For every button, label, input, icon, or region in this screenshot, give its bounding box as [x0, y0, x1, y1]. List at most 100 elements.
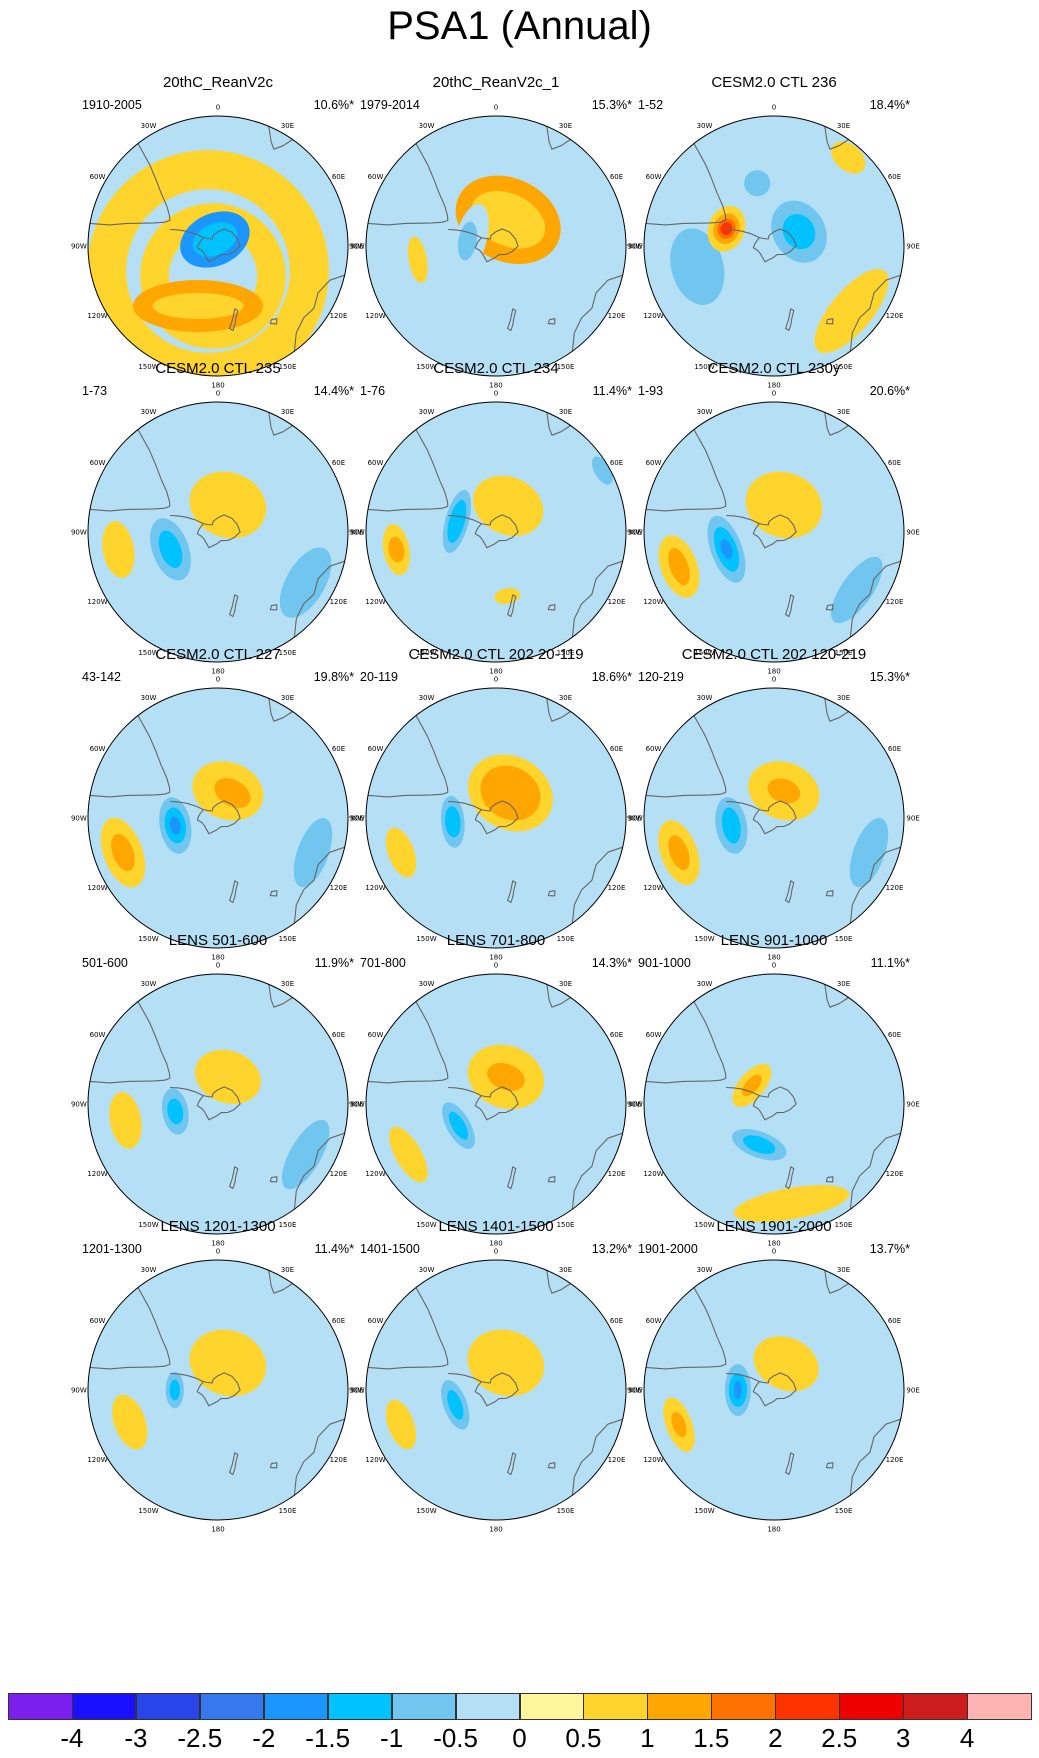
australia-coastline — [571, 560, 623, 638]
new-zealand-coastline — [229, 880, 239, 904]
new-zealand-coastline — [785, 1452, 795, 1476]
positive-anomaly — [473, 475, 544, 536]
longitude-label: 120W — [643, 1170, 663, 1178]
negative-anomaly — [508, 1435, 556, 1470]
longitude-label: 30E — [281, 694, 294, 702]
south-america-coastline — [89, 1287, 171, 1370]
antarctic-peninsula — [726, 514, 760, 525]
longitude-label: 90E — [628, 1101, 641, 1109]
variance-explained: 14.4%* — [313, 384, 354, 398]
longitude-label: 90W — [349, 529, 365, 537]
south-america-coastline — [89, 429, 171, 512]
variance-explained: 15.3%* — [869, 670, 910, 684]
longitude-label: 30E — [281, 1266, 294, 1274]
longitude-label: 90W — [627, 243, 643, 251]
longitude-label: 60E — [332, 1031, 345, 1039]
negative-anomaly — [734, 1380, 742, 1400]
polar-map: 0 30E 60E 90E 120E 150E 180 150W 120W 90W 60W 30W — [71, 103, 364, 389]
longitude-label: 30E — [559, 980, 572, 988]
longitude-label: 150W — [138, 649, 158, 657]
panel-title: 20thC_ReanV2c_1 — [432, 74, 560, 91]
colorbar-swatch — [71, 1693, 137, 1720]
longitude-label: 150E — [835, 649, 853, 657]
longitude-label: 60E — [610, 1317, 623, 1325]
south-america-coastline — [367, 143, 449, 226]
longitude-label: 150E — [557, 1221, 575, 1229]
colorbar-label: 3 — [895, 1723, 911, 1753]
longitude-label: 120E — [886, 312, 904, 320]
map-border — [87, 115, 349, 377]
polar-map: 0 30E 60E 90E 120E 150E 180 150W 120W 90W 60W 30W — [71, 675, 364, 962]
longitude-label: 60W — [90, 745, 106, 753]
panel-title: LENS 501-600 — [168, 932, 268, 949]
antarctica-coastline — [474, 800, 519, 835]
negative-anomaly — [492, 333, 556, 368]
positive-anomaly — [671, 1412, 687, 1438]
longitude-label: 150W — [416, 935, 436, 943]
map-panel: LENS 1401-1500 1401-1500 13.2%* 0 30E 60E 90E 1… — [346, 1218, 646, 1544]
negative-anomaly — [849, 817, 889, 888]
tasmania-coastline — [547, 1462, 556, 1469]
australia-coastline — [293, 1132, 345, 1210]
negative-anomaly — [720, 539, 733, 560]
negative-anomaly — [551, 829, 604, 901]
longitude-label: 30E — [559, 408, 572, 416]
colorbar-swatch — [519, 1693, 584, 1720]
variance-explained: 15.3%* — [591, 98, 632, 112]
positive-anomaly — [487, 1062, 525, 1091]
longitude-label: 30W — [419, 122, 435, 130]
colorbar-label: -1 — [380, 1723, 404, 1753]
longitude-label: 90W — [627, 529, 643, 537]
polar-map: 0 30E 60E 90E 120E 150E 180 150W 120W 90W 60W 30W — [349, 675, 642, 962]
longitude-label: 180 — [489, 954, 502, 962]
longitude-label: 30W — [697, 122, 713, 130]
longitude-label: 90W — [627, 1387, 643, 1395]
longitude-label: 180 — [211, 954, 224, 962]
tasmania-coastline — [269, 1176, 278, 1183]
longitude-label: 0 — [772, 675, 776, 683]
longitude-label: 90E — [628, 1387, 641, 1395]
australia-coastline — [571, 274, 623, 352]
polar-map: 0 30E 60E 90E 120E 150E 180 150W 120W 90W 60W 30W — [627, 1247, 920, 1533]
longitude-label: 180 — [489, 382, 502, 390]
antarctic-peninsula — [726, 1372, 760, 1383]
australia-coastline — [293, 846, 345, 924]
map-border — [643, 1259, 905, 1521]
longitude-label: 60W — [646, 1317, 662, 1325]
new-zealand-coastline — [507, 880, 517, 904]
longitude-label: 30W — [419, 980, 435, 988]
antarctic-peninsula — [726, 1086, 760, 1097]
longitude-label: 30W — [141, 122, 157, 130]
antarctica-coastline — [752, 228, 797, 263]
map-border — [643, 401, 905, 663]
antarctica-coastline — [196, 514, 241, 549]
longitude-label: 150W — [694, 649, 714, 657]
south-america-coastline — [367, 429, 449, 512]
new-zealand-coastline — [785, 308, 795, 332]
longitude-label: 60E — [610, 1031, 623, 1039]
map-border — [643, 687, 905, 949]
longitude-label: 90W — [71, 815, 87, 823]
longitude-label: 150W — [138, 363, 158, 371]
longitude-label: 90E — [350, 1101, 363, 1109]
colorbar-label: 2.5 — [821, 1723, 858, 1753]
longitude-label: 90E — [906, 1101, 919, 1109]
map-border — [365, 401, 627, 663]
variance-explained: 11.1%* — [870, 956, 910, 970]
longitude-label: 150E — [557, 935, 575, 943]
longitude-label: 150E — [279, 649, 297, 657]
longitude-label: 90E — [350, 243, 363, 251]
longitude-label: 90E — [906, 1387, 919, 1395]
longitude-label: 120W — [87, 312, 107, 320]
africa-coastline — [824, 412, 849, 436]
antarctica-coastline — [474, 1372, 519, 1407]
longitude-label: 90W — [349, 1101, 365, 1109]
longitude-label: 150W — [138, 935, 158, 943]
longitude-label: 90W — [627, 815, 643, 823]
longitude-label: 30E — [559, 694, 572, 702]
colorbar-swatch — [263, 1693, 329, 1720]
longitude-label: 0 — [216, 103, 220, 111]
new-zealand-coastline — [229, 1452, 239, 1476]
panel-title: CESM2.0 CTL 227 — [155, 646, 281, 663]
negative-anomaly — [448, 1111, 469, 1140]
